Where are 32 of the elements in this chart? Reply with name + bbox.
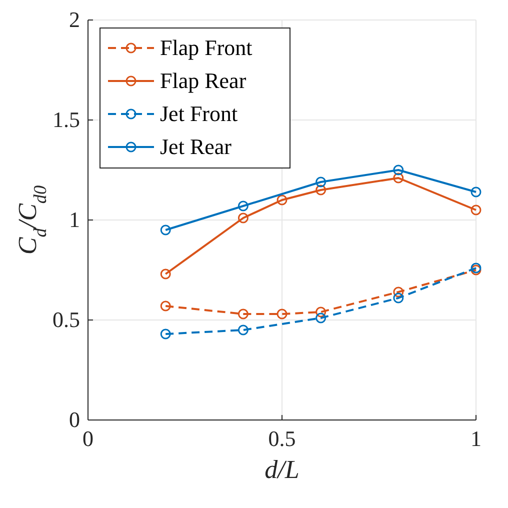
x-tick-label: 0.5	[268, 426, 296, 451]
y-tick-label: 0.5	[52, 307, 80, 332]
point	[276, 194, 288, 206]
point	[470, 204, 482, 216]
y-tick-label: 2	[69, 7, 80, 32]
legend-label: Jet Rear	[160, 134, 232, 159]
legend-label: Jet Front	[160, 101, 238, 126]
point	[276, 308, 288, 320]
point	[393, 292, 404, 304]
point	[316, 312, 326, 324]
point	[470, 186, 482, 198]
y-tick-label: 0	[69, 407, 80, 432]
point	[238, 212, 248, 224]
point	[316, 306, 326, 318]
point	[316, 184, 326, 196]
point	[238, 200, 248, 212]
legend-label: Flap Front	[160, 35, 252, 60]
point	[393, 172, 404, 184]
y-tick-label: 1	[69, 207, 80, 232]
point	[393, 286, 404, 298]
point	[393, 164, 404, 176]
point	[316, 176, 326, 188]
y-tick-label: 1.5	[52, 107, 80, 132]
x-axis-title: d/L	[264, 455, 300, 484]
point	[160, 300, 171, 312]
point	[160, 268, 171, 280]
x-tick-label: 1	[470, 426, 482, 451]
legend-label: Flap Rear	[160, 68, 247, 93]
point	[160, 224, 171, 236]
point	[238, 324, 248, 336]
point	[160, 328, 171, 340]
point	[238, 308, 248, 320]
